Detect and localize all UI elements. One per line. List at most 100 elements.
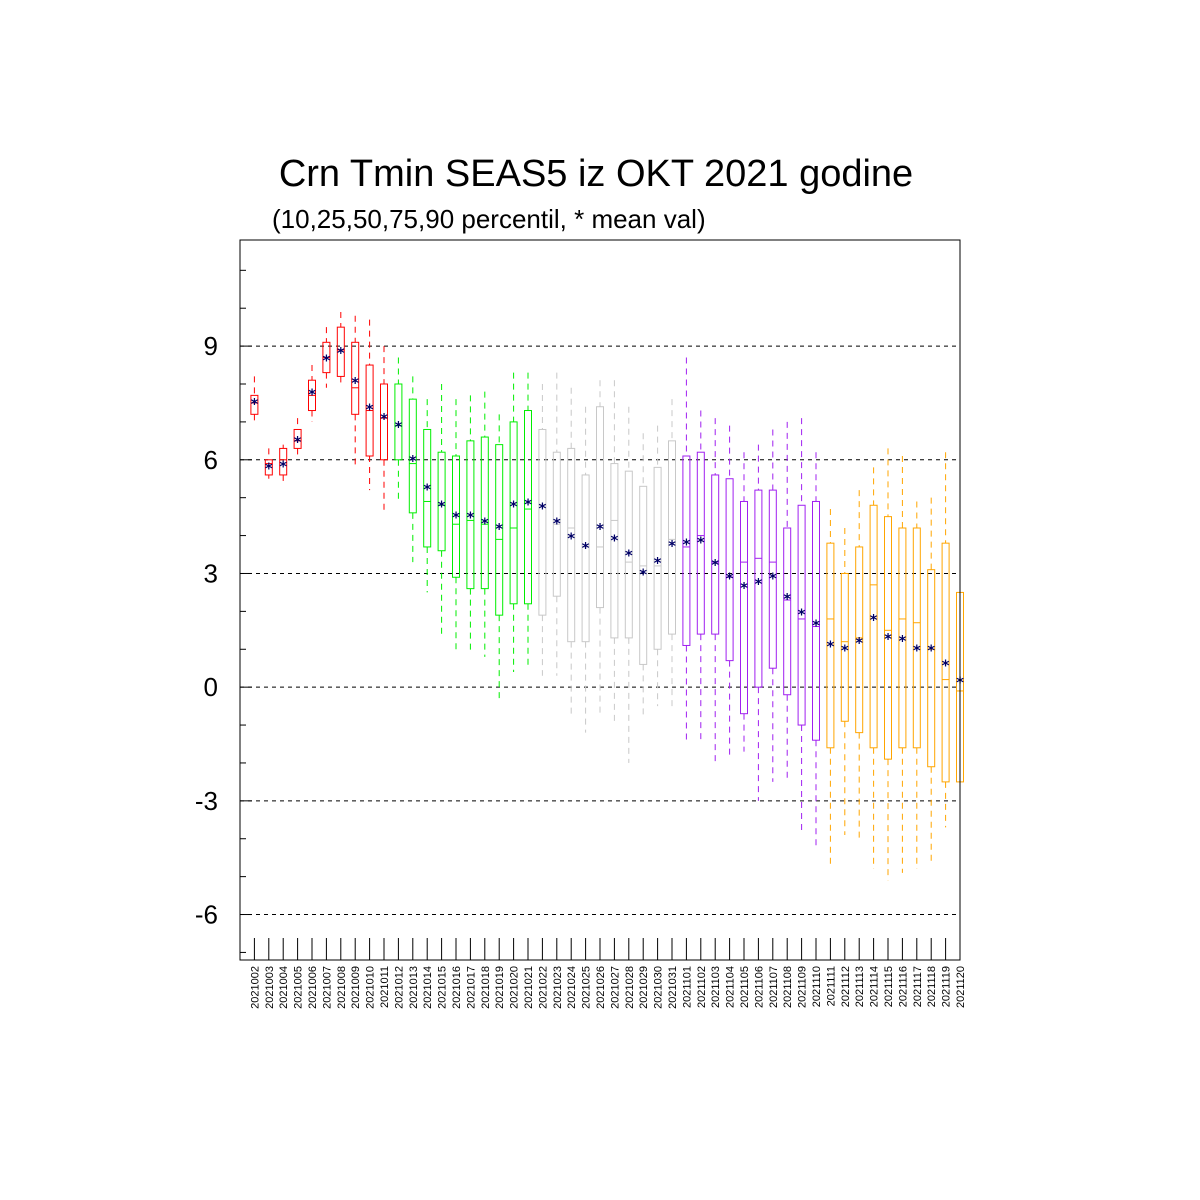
box-2021112 (840, 528, 849, 835)
box-2021104 (725, 425, 734, 756)
box-2021013 (408, 376, 417, 563)
mean-marker: * (582, 539, 590, 557)
mean-marker: * (855, 634, 863, 652)
x-tick-label: 2021013 (408, 966, 420, 1009)
box-iqr (336, 326, 345, 377)
box-2021031 (668, 399, 676, 710)
box-2021111 (826, 509, 835, 866)
box-iqr (452, 455, 460, 578)
mean-marker: * (380, 410, 388, 428)
x-tick-label: 2021006 (307, 966, 319, 1009)
boxes (250, 312, 964, 881)
box-iqr (927, 569, 936, 768)
x-tick-label: 2021011 (379, 966, 391, 1008)
box-2021102 (696, 410, 705, 744)
mean-marker: * (769, 569, 777, 587)
mean-marker: * (754, 575, 762, 593)
mean-marker: * (294, 433, 302, 451)
mean-marker: * (409, 452, 417, 470)
box-2021030 (653, 425, 662, 707)
x-tick-label: 2021026 (595, 966, 607, 1009)
box-2021029 (639, 433, 648, 718)
mean-marker: * (697, 533, 705, 551)
mean-marker: * (812, 617, 820, 635)
x-tick-label: 2021012 (393, 966, 405, 1009)
box-2021010 (365, 319, 374, 491)
box-iqr (495, 444, 504, 616)
box-2021114 (869, 467, 878, 870)
mean-marker: * (884, 630, 892, 648)
mean-marker: * (927, 641, 935, 659)
y-tick-label: 6 (204, 445, 218, 475)
box-2021014 (423, 399, 432, 593)
box-2021021 (524, 372, 532, 669)
mean-marker: * (250, 395, 258, 413)
mean-marker: * (870, 611, 878, 629)
box-iqr (653, 466, 662, 650)
box-2021005 (293, 418, 302, 456)
x-tick-label: 2021002 (249, 966, 261, 1009)
x-tick-label: 2021030 (653, 966, 665, 1009)
box-2021028 (624, 406, 633, 763)
box-iqr (840, 572, 849, 722)
mean-marker: * (322, 351, 330, 369)
box-2021113 (855, 490, 864, 839)
box-2021116 (898, 456, 907, 873)
box-2021022 (538, 384, 547, 676)
mean-marker: * (668, 537, 676, 555)
box-2021011 (380, 346, 388, 513)
mean-marker: * (726, 569, 734, 587)
y-tick-label: -3 (195, 786, 218, 816)
box-iqr (524, 410, 532, 605)
box-iqr (826, 542, 835, 749)
box-2021002 (250, 376, 259, 422)
box-2021118 (927, 497, 936, 866)
x-tick-label: 2021008 (336, 966, 348, 1009)
x-tick-label: 2021019 (494, 966, 506, 1009)
box-2021026 (596, 380, 604, 718)
mean-markers: * * * * * * * * * * * * * * * * * * * * * * * * * * * * * * * * * * * * * * * *… (250, 344, 964, 692)
mean-marker: * (351, 374, 359, 392)
x-tick-label: 2021023 (552, 966, 564, 1009)
x-tick-label: 2021022 (537, 966, 549, 1009)
mean-marker: * (524, 495, 532, 513)
x-tick-label: 2021021 (523, 966, 535, 1009)
mean-marker: * (711, 556, 719, 574)
box-iqr (293, 428, 302, 449)
mean-marker: * (625, 547, 633, 565)
y-tick-label: 3 (204, 558, 218, 588)
mean-marker: * (423, 480, 431, 498)
box-2021015 (437, 384, 446, 638)
mean-marker: * (654, 554, 662, 572)
box-iqr (812, 500, 820, 741)
box-iqr (250, 394, 259, 415)
box-iqr (567, 447, 576, 643)
chart-subtitle: (10,25,50,75,90 percentil, * mean val) (272, 204, 706, 234)
box-2021107 (768, 429, 777, 782)
x-tick-label: 2021009 (350, 966, 362, 1009)
mean-marker: * (495, 520, 503, 538)
x-tick-label: 2021119 (941, 966, 953, 1007)
x-tick-label: 2021020 (509, 966, 521, 1009)
box-2021023 (552, 372, 561, 676)
x-tick-label: 2021111 (825, 966, 837, 1006)
y-tick-label: 9 (204, 331, 218, 361)
x-tick-label: 2021024 (566, 966, 578, 1009)
box-iqr (596, 406, 604, 609)
chart-title: Crn Tmin SEAS5 iz OKT 2021 godine (279, 153, 913, 195)
x-tick-label: 2021101 (681, 966, 693, 1008)
box-2021119 (941, 452, 950, 828)
mean-marker: * (553, 514, 561, 532)
mean-marker: * (308, 386, 316, 404)
box-2021105 (740, 452, 748, 752)
mean-marker: * (452, 509, 460, 527)
box-2021117 (912, 501, 921, 870)
mean-marker: * (682, 535, 690, 553)
box-iqr (466, 440, 475, 590)
box-iqr (725, 478, 734, 662)
x-tick-label: 2021116 (897, 966, 909, 1007)
box-2021110 (812, 452, 820, 851)
box-2021007 (322, 327, 331, 388)
